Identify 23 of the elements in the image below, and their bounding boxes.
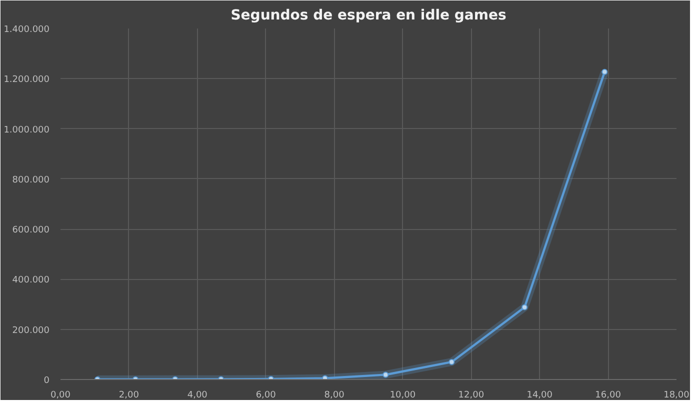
x-tick-label: 14,00 — [526, 390, 553, 400]
y-tick-label: 1.000.000 — [4, 125, 50, 136]
point — [602, 68, 608, 75]
x-tick-label: 12,00 — [458, 390, 484, 400]
y-tick-label: 200.000 — [12, 326, 50, 336]
point — [448, 358, 455, 365]
x-tick-label: 10,00 — [390, 390, 416, 400]
y-tick-label: 1.200.000 — [4, 75, 50, 86]
x-tick-label: 2,00 — [118, 390, 140, 400]
y-tick-label: 0 — [44, 376, 50, 386]
point — [382, 372, 389, 378]
y-tick-label: 400.000 — [12, 276, 50, 286]
chart-title: Segundos de espera en idle games — [230, 8, 506, 24]
y-tick-label: 800.000 — [12, 175, 50, 186]
x-tick-label: 6,00 — [256, 390, 276, 400]
y-tick-label: 600.000 — [12, 226, 50, 236]
x-tick-label: 8,00 — [324, 390, 345, 400]
point — [522, 304, 528, 310]
x-tick-label: 16,00 — [595, 390, 622, 400]
x-tick-label: 0,00 — [50, 390, 71, 400]
y-tick-label: 1.400.000 — [4, 25, 50, 35]
x-tick-label: 18,00 — [664, 390, 690, 400]
x-tick-label: 4,00 — [187, 390, 208, 400]
